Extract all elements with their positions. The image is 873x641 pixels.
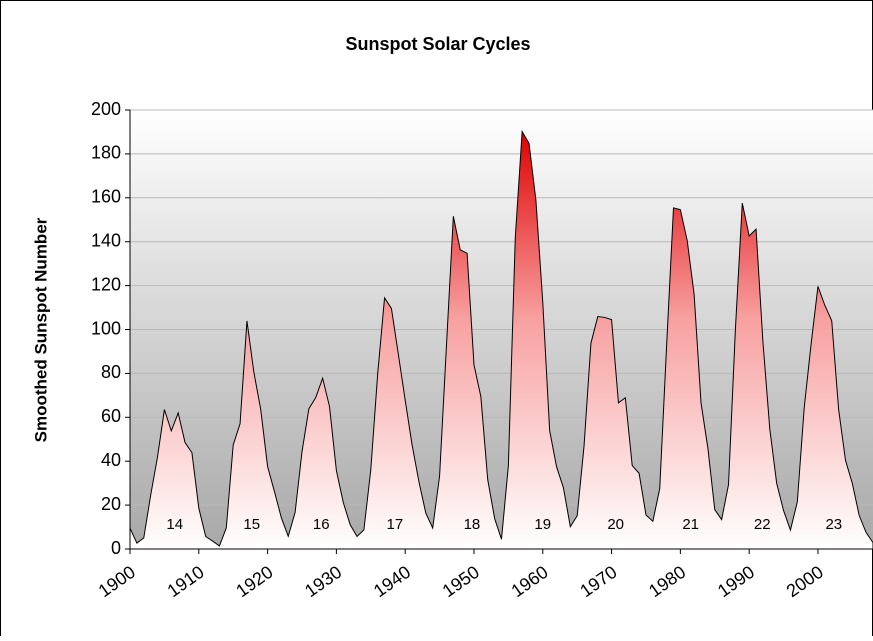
y-tick-label: 140 [91,230,121,250]
cycle-label: 23 [825,516,842,533]
y-tick-label: 180 [91,143,121,163]
y-tick-label: 120 [91,274,121,294]
cycle-label: 17 [387,516,404,533]
y-tick-label: 160 [91,187,121,207]
y-tick-label: 40 [101,450,121,470]
cycle-label: 15 [243,516,260,533]
y-tick-label: 0 [111,538,121,558]
cycle-label: 21 [682,516,699,533]
cycle-label: 14 [166,516,183,533]
cycle-label: 16 [313,516,330,533]
area [129,129,873,550]
cycle-label: 19 [534,516,551,533]
cycle-label: 20 [607,516,624,533]
y-tick-label: 60 [101,406,121,426]
cycle-label: 22 [754,516,771,533]
y-tick-label: 80 [101,362,121,382]
y-axis-label: Smoothed Sunspot Number [31,217,50,442]
y-tick-label: 200 [91,99,121,119]
cycle-label: 18 [464,516,481,533]
chart-title: Sunspot Solar Cycles [345,34,530,54]
y-tick-label: 100 [91,318,121,338]
y-tick-label: 20 [101,494,121,514]
